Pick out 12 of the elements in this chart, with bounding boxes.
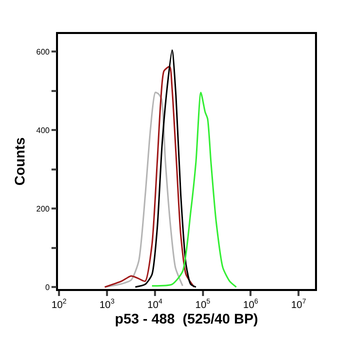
x-tick-label: 10$^{7}$ — [291, 298, 306, 311]
x-tick-label: 10$^{6}$ — [243, 298, 258, 311]
x-axis-title: p53 - 488 (525/40 BP) — [114, 310, 258, 327]
y-tick-label: 0 — [45, 282, 50, 292]
y-tick-label: 600 — [36, 47, 50, 56]
x-tick-label: 10$^{4}$ — [147, 298, 162, 311]
y-tick-label: 400 — [36, 126, 50, 135]
x-tick-label: 10$^{2}$ — [52, 298, 67, 311]
y-axis-title: Counts — [11, 137, 28, 186]
x-tick-label: 10$^{3}$ — [99, 298, 115, 311]
x-tick-label: 10$^{5}$ — [195, 298, 210, 311]
y-tick-label: 200 — [36, 204, 50, 214]
